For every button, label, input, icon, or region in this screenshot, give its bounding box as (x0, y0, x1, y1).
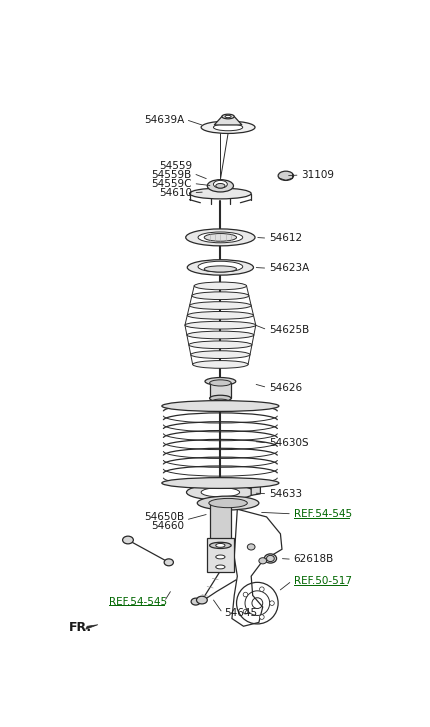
Ellipse shape (190, 188, 251, 199)
Ellipse shape (187, 311, 254, 319)
Ellipse shape (209, 542, 231, 548)
Text: 31109: 31109 (301, 170, 334, 180)
Polygon shape (209, 503, 231, 545)
Ellipse shape (216, 183, 225, 188)
Ellipse shape (222, 114, 234, 119)
Text: 54612: 54612 (269, 233, 302, 243)
Ellipse shape (247, 544, 255, 550)
Ellipse shape (216, 555, 225, 559)
Ellipse shape (270, 601, 274, 606)
Ellipse shape (204, 266, 237, 272)
Ellipse shape (194, 282, 246, 290)
Text: 54559C: 54559C (151, 180, 192, 189)
Ellipse shape (201, 121, 255, 134)
Text: 54626: 54626 (269, 382, 302, 393)
Text: 54623A: 54623A (269, 263, 309, 273)
Ellipse shape (162, 478, 279, 489)
Ellipse shape (191, 598, 200, 605)
Ellipse shape (207, 180, 233, 192)
Ellipse shape (198, 261, 243, 272)
Ellipse shape (278, 171, 294, 180)
Text: REF.54-545: REF.54-545 (294, 509, 352, 519)
Ellipse shape (216, 544, 225, 547)
Ellipse shape (197, 496, 259, 510)
Text: 62618B: 62618B (294, 554, 334, 564)
Ellipse shape (187, 260, 254, 275)
Ellipse shape (186, 229, 255, 246)
Ellipse shape (198, 232, 243, 243)
Ellipse shape (162, 401, 279, 411)
Ellipse shape (197, 596, 207, 604)
Ellipse shape (213, 124, 243, 131)
Text: 54650B: 54650B (144, 512, 184, 522)
Text: 54630S: 54630S (269, 438, 308, 448)
Text: REF.50-517: REF.50-517 (294, 576, 352, 586)
Ellipse shape (260, 615, 264, 619)
Ellipse shape (190, 302, 251, 310)
Text: 54610: 54610 (159, 188, 192, 198)
Ellipse shape (209, 499, 247, 507)
Polygon shape (206, 538, 234, 572)
Ellipse shape (225, 116, 231, 118)
Ellipse shape (205, 377, 236, 385)
Ellipse shape (243, 593, 248, 597)
Ellipse shape (187, 485, 254, 500)
Ellipse shape (209, 395, 231, 401)
Ellipse shape (192, 292, 249, 300)
Ellipse shape (216, 565, 225, 569)
Polygon shape (86, 624, 98, 630)
Ellipse shape (201, 488, 240, 497)
Polygon shape (251, 486, 261, 495)
Ellipse shape (243, 609, 248, 614)
Polygon shape (209, 383, 231, 398)
Ellipse shape (213, 180, 227, 188)
Text: REF.54-545: REF.54-545 (109, 597, 167, 606)
Text: 54625B: 54625B (269, 325, 309, 335)
Ellipse shape (209, 379, 231, 386)
Polygon shape (214, 116, 242, 125)
Ellipse shape (187, 331, 254, 339)
Text: 54645: 54645 (224, 608, 257, 618)
Text: FR.: FR. (69, 622, 92, 634)
Text: 54660: 54660 (151, 521, 184, 531)
Ellipse shape (123, 536, 133, 544)
Ellipse shape (264, 554, 276, 563)
Ellipse shape (164, 559, 173, 566)
Ellipse shape (189, 341, 252, 349)
Text: 54639A: 54639A (144, 115, 184, 124)
Text: 54633: 54633 (269, 489, 302, 499)
Ellipse shape (212, 399, 229, 403)
Ellipse shape (191, 350, 250, 358)
Ellipse shape (193, 361, 248, 369)
Text: 54559: 54559 (159, 161, 192, 171)
Ellipse shape (204, 233, 237, 241)
Ellipse shape (185, 321, 256, 329)
Text: 54559B: 54559B (152, 170, 192, 180)
Ellipse shape (259, 558, 267, 564)
Ellipse shape (260, 587, 264, 592)
